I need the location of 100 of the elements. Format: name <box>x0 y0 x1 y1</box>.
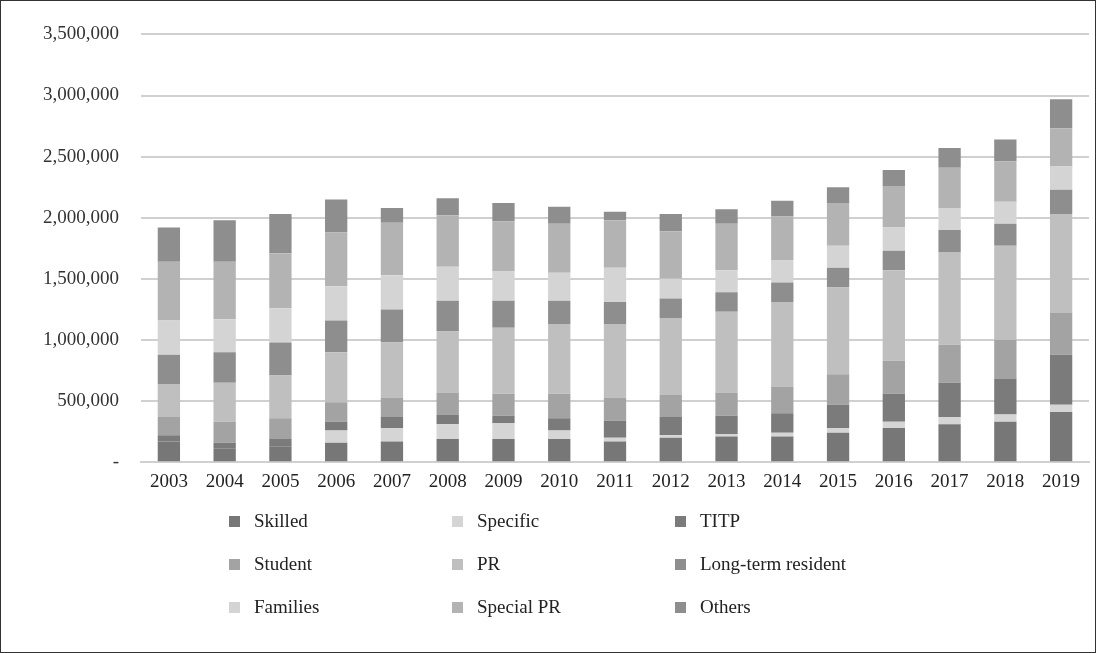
bar <box>325 421 348 431</box>
bar <box>659 437 682 462</box>
bar <box>213 261 236 320</box>
bar <box>436 392 459 415</box>
bar <box>659 298 682 318</box>
bar <box>603 302 627 325</box>
bar <box>213 352 236 383</box>
bar <box>436 198 459 216</box>
bar <box>548 300 571 325</box>
bar <box>659 435 682 438</box>
bar <box>548 324 571 394</box>
x-tick-label: 2011 <box>596 469 634 491</box>
bar <box>1049 412 1073 462</box>
bar <box>325 352 348 403</box>
legend-label: TITP <box>700 510 741 532</box>
bar <box>436 424 459 439</box>
bar <box>325 402 348 422</box>
bar <box>659 394 682 417</box>
bar <box>771 432 794 437</box>
bar <box>938 251 961 345</box>
bar <box>1049 214 1073 314</box>
x-tick-label: 2014 <box>763 469 802 491</box>
bar <box>938 148 961 168</box>
bar <box>325 286 348 321</box>
bar <box>826 187 850 204</box>
bar <box>994 421 1017 462</box>
bar <box>157 383 181 417</box>
bar <box>436 300 459 332</box>
legend-label: Student <box>254 553 313 575</box>
bar <box>548 418 571 431</box>
bar <box>325 442 348 462</box>
x-tick-label: 2012 <box>651 469 690 491</box>
bar <box>380 427 404 442</box>
bar <box>548 430 571 439</box>
bar <box>938 382 961 417</box>
bar <box>882 360 905 394</box>
bar <box>548 206 571 224</box>
bar <box>715 436 738 462</box>
y-tick-label: 3,000,000 <box>43 83 119 105</box>
x-tick-label: 2004 <box>205 469 245 491</box>
bar <box>882 421 905 428</box>
legend-label: Others <box>700 596 751 618</box>
bar <box>938 416 961 425</box>
bar <box>994 339 1017 380</box>
legend-label: Long-term resident <box>700 553 847 575</box>
bar <box>380 207 404 223</box>
bar <box>882 227 905 251</box>
bar <box>771 386 794 414</box>
bar <box>715 392 738 416</box>
bar <box>994 139 1017 162</box>
x-tick-label: 2019 <box>1042 469 1081 491</box>
y-tick-label: - <box>112 450 119 472</box>
bar <box>1049 99 1073 129</box>
bar <box>938 344 961 383</box>
x-tick-label: 2005 <box>261 469 300 491</box>
bar <box>380 342 404 398</box>
bar <box>213 220 236 262</box>
bar <box>882 270 905 361</box>
bar <box>938 229 961 252</box>
legend-label: Families <box>254 596 320 618</box>
bar <box>603 220 627 268</box>
bar <box>826 404 850 428</box>
bar <box>826 203 850 246</box>
bar <box>994 414 1017 422</box>
bar <box>938 167 961 208</box>
bar <box>659 416 682 436</box>
bar <box>994 245 1017 340</box>
bar <box>492 438 515 462</box>
bar <box>269 375 292 419</box>
bar <box>826 267 850 288</box>
bar <box>994 379 1017 415</box>
bar <box>659 214 682 232</box>
bar <box>436 438 459 462</box>
legend-label: PR <box>477 553 501 575</box>
bar <box>213 382 236 422</box>
bar <box>157 261 181 321</box>
bar <box>325 430 348 443</box>
bar <box>603 397 627 421</box>
x-tick-label: 2008 <box>428 469 467 491</box>
x-tick-label: 2018 <box>986 469 1025 491</box>
bar <box>325 320 348 353</box>
bar <box>380 309 404 343</box>
bar <box>994 161 1017 202</box>
x-tick-label: 2015 <box>819 469 858 491</box>
bar <box>715 292 738 312</box>
bar <box>1049 189 1073 215</box>
bar <box>603 441 627 462</box>
bar <box>1049 128 1073 167</box>
bar <box>882 170 905 186</box>
bar <box>826 427 850 433</box>
x-tick-label: 2007 <box>372 469 411 491</box>
bar <box>1049 313 1073 355</box>
bar <box>157 354 181 384</box>
bar <box>715 415 738 435</box>
legend-label: Special PR <box>477 596 561 618</box>
bar <box>1049 354 1073 405</box>
bar <box>882 427 905 462</box>
bar <box>548 223 571 273</box>
x-tick-label: 2006 <box>317 469 356 491</box>
bar <box>882 393 905 422</box>
